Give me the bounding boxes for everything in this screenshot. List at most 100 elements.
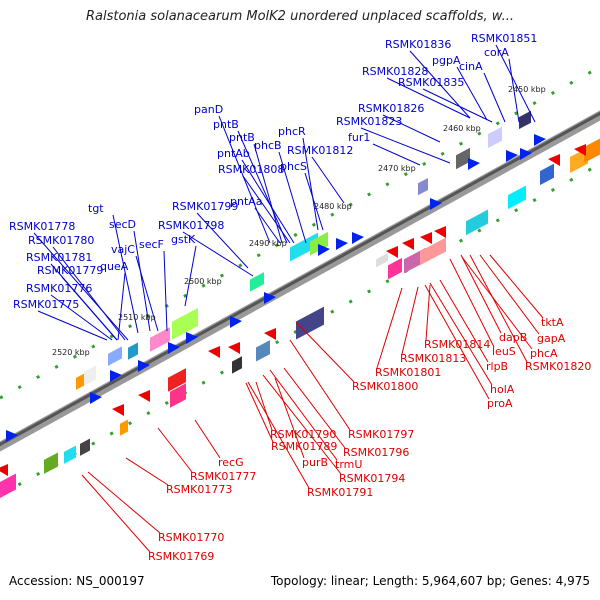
- gene-arrow-forward: [520, 148, 532, 160]
- gene-label-lower[interactable]: RSMK01814: [424, 338, 490, 351]
- label-leader-upper: [495, 44, 536, 123]
- label-leader-lower: [194, 419, 221, 459]
- gene-label-lower[interactable]: leuS: [492, 345, 516, 358]
- gene-arrow-reverse: [574, 144, 586, 156]
- gene-label-upper[interactable]: RSMK01778: [9, 220, 75, 233]
- gene-label-upper[interactable]: gstK: [171, 233, 196, 246]
- gene-label-upper[interactable]: pntAb: [217, 147, 250, 160]
- label-leader-upper: [117, 272, 126, 341]
- gene-block: [519, 110, 531, 130]
- gene-label-upper[interactable]: RSMK01826: [358, 102, 424, 115]
- gene-label-lower[interactable]: RSMK01801: [375, 366, 441, 379]
- label-leader-upper: [311, 156, 345, 204]
- label-leader-upper: [372, 143, 421, 166]
- gene-arrow-forward: [6, 430, 18, 442]
- gene-label-upper[interactable]: RSMK01779: [37, 264, 103, 277]
- gene-label-lower[interactable]: RSMK01770: [158, 531, 224, 544]
- gene-label-upper[interactable]: panD: [194, 103, 223, 116]
- gene-label-upper[interactable]: pgpA: [432, 54, 461, 67]
- gene-label-upper[interactable]: corA: [484, 46, 509, 59]
- gene-label-lower[interactable]: dapB: [499, 331, 527, 344]
- label-leader-lower: [479, 254, 540, 335]
- gene-label-upper[interactable]: secF: [139, 238, 164, 251]
- gene-label-upper[interactable]: RSMK01798: [158, 219, 224, 232]
- gene-label-upper[interactable]: phcB: [254, 139, 282, 152]
- gene-label-upper[interactable]: RSMK01776: [26, 282, 92, 295]
- gene-label-lower[interactable]: RSMK01769: [148, 550, 214, 563]
- gene-label-lower[interactable]: RSMK01791: [307, 486, 373, 499]
- gene-label-upper[interactable]: RSMK01835: [398, 76, 464, 89]
- gene-block: [168, 368, 186, 392]
- gene-label-upper[interactable]: cinA: [459, 60, 483, 73]
- label-leader-upper: [382, 114, 441, 143]
- label-leader-lower: [247, 381, 310, 489]
- gene-block: [388, 257, 402, 280]
- gene-label-lower[interactable]: purB: [302, 456, 328, 469]
- gene-label-upper[interactable]: RSMK01799: [172, 200, 238, 213]
- label-leader-upper: [135, 255, 159, 332]
- gene-label-lower[interactable]: RSMK01796: [343, 446, 409, 459]
- gene-arrow-forward: [430, 198, 442, 210]
- topology-text: Topology: linear; Length: 5,964,607 bp; …: [270, 574, 590, 588]
- gene-label-lower[interactable]: RSMK01777: [190, 470, 256, 483]
- gene-label-upper[interactable]: secD: [109, 218, 136, 231]
- gene-label-lower[interactable]: RSMK01813: [400, 352, 466, 365]
- gene-block: [466, 209, 488, 236]
- gene-label-upper[interactable]: pntAa: [230, 195, 263, 208]
- gene-label-lower[interactable]: gapA: [537, 332, 566, 345]
- gene-label-upper[interactable]: vajC: [111, 243, 135, 256]
- gene-arrow-reverse: [208, 346, 220, 358]
- gene-block: [80, 438, 90, 456]
- gene-label-upper[interactable]: RSMK01836: [385, 38, 451, 51]
- gene-label-lower[interactable]: rlpB: [486, 360, 508, 373]
- gene-arrow-reverse: [402, 238, 414, 250]
- gene-label-lower[interactable]: holA: [490, 383, 515, 396]
- gene-label-lower[interactable]: RSMK01789: [271, 440, 337, 453]
- gene-label-lower[interactable]: RSMK01790: [270, 428, 336, 441]
- label-leader-upper: [253, 143, 283, 244]
- gene-arrow-reverse: [386, 246, 398, 258]
- gene-label-upper[interactable]: phcR: [278, 125, 306, 138]
- gene-label-upper[interactable]: RSMK01781: [26, 251, 92, 264]
- gene-block: [488, 126, 502, 149]
- gene-label-upper[interactable]: phcS: [280, 160, 307, 173]
- gene-label-upper[interactable]: fur1: [348, 131, 370, 144]
- gene-label-lower[interactable]: RSMK01794: [339, 472, 405, 485]
- gene-arrow-forward: [264, 292, 276, 304]
- gene-arrow-forward: [336, 238, 348, 250]
- gene-label-lower[interactable]: proA: [487, 397, 513, 410]
- gene-block: [256, 340, 270, 362]
- gene-label-upper[interactable]: pntB: [213, 118, 239, 131]
- label-leader-upper: [386, 77, 471, 119]
- gene-label-lower[interactable]: phcA: [530, 347, 558, 360]
- label-leader-lower: [439, 279, 489, 363]
- gene-arrow-forward: [90, 392, 102, 404]
- gene-label-upper[interactable]: RSMK01775: [13, 298, 79, 311]
- gene-label-lower[interactable]: RSMK01820: [525, 360, 591, 373]
- label-leader-lower: [157, 427, 193, 473]
- gene-arrow-reverse: [138, 390, 150, 402]
- gene-label-lower[interactable]: RSMK01797: [348, 428, 414, 441]
- label-leader-upper: [133, 230, 151, 332]
- gene-label-upper[interactable]: RSMK01812: [287, 144, 353, 157]
- label-leader-upper: [61, 276, 118, 341]
- gene-label-upper[interactable]: RSMK01808: [218, 163, 284, 176]
- label-leader-lower: [425, 284, 431, 341]
- gene-label-lower[interactable]: RSMK01800: [352, 380, 418, 393]
- gene-label-upper[interactable]: RSMK01823: [336, 115, 402, 128]
- gene-label-upper[interactable]: RSMK01828: [362, 65, 428, 78]
- gene-arrow-reverse: [548, 154, 560, 166]
- gene-label-lower[interactable]: tktA: [541, 316, 564, 329]
- gene-label-upper[interactable]: pntB: [229, 131, 255, 144]
- label-leader-lower: [269, 369, 338, 461]
- gene-label-lower[interactable]: trmU: [335, 458, 362, 471]
- label-leader-lower: [255, 381, 273, 431]
- gene-block: [76, 373, 84, 390]
- gene-label-upper[interactable]: queA: [100, 260, 129, 273]
- gene-label-lower[interactable]: RSMK01773: [166, 483, 232, 496]
- gene-label-upper[interactable]: tgt: [88, 202, 104, 215]
- gene-block: [310, 231, 328, 256]
- gene-label-upper[interactable]: RSMK01851: [471, 32, 537, 45]
- gene-label-lower[interactable]: recG: [218, 456, 244, 469]
- gene-label-upper[interactable]: RSMK01780: [28, 234, 94, 247]
